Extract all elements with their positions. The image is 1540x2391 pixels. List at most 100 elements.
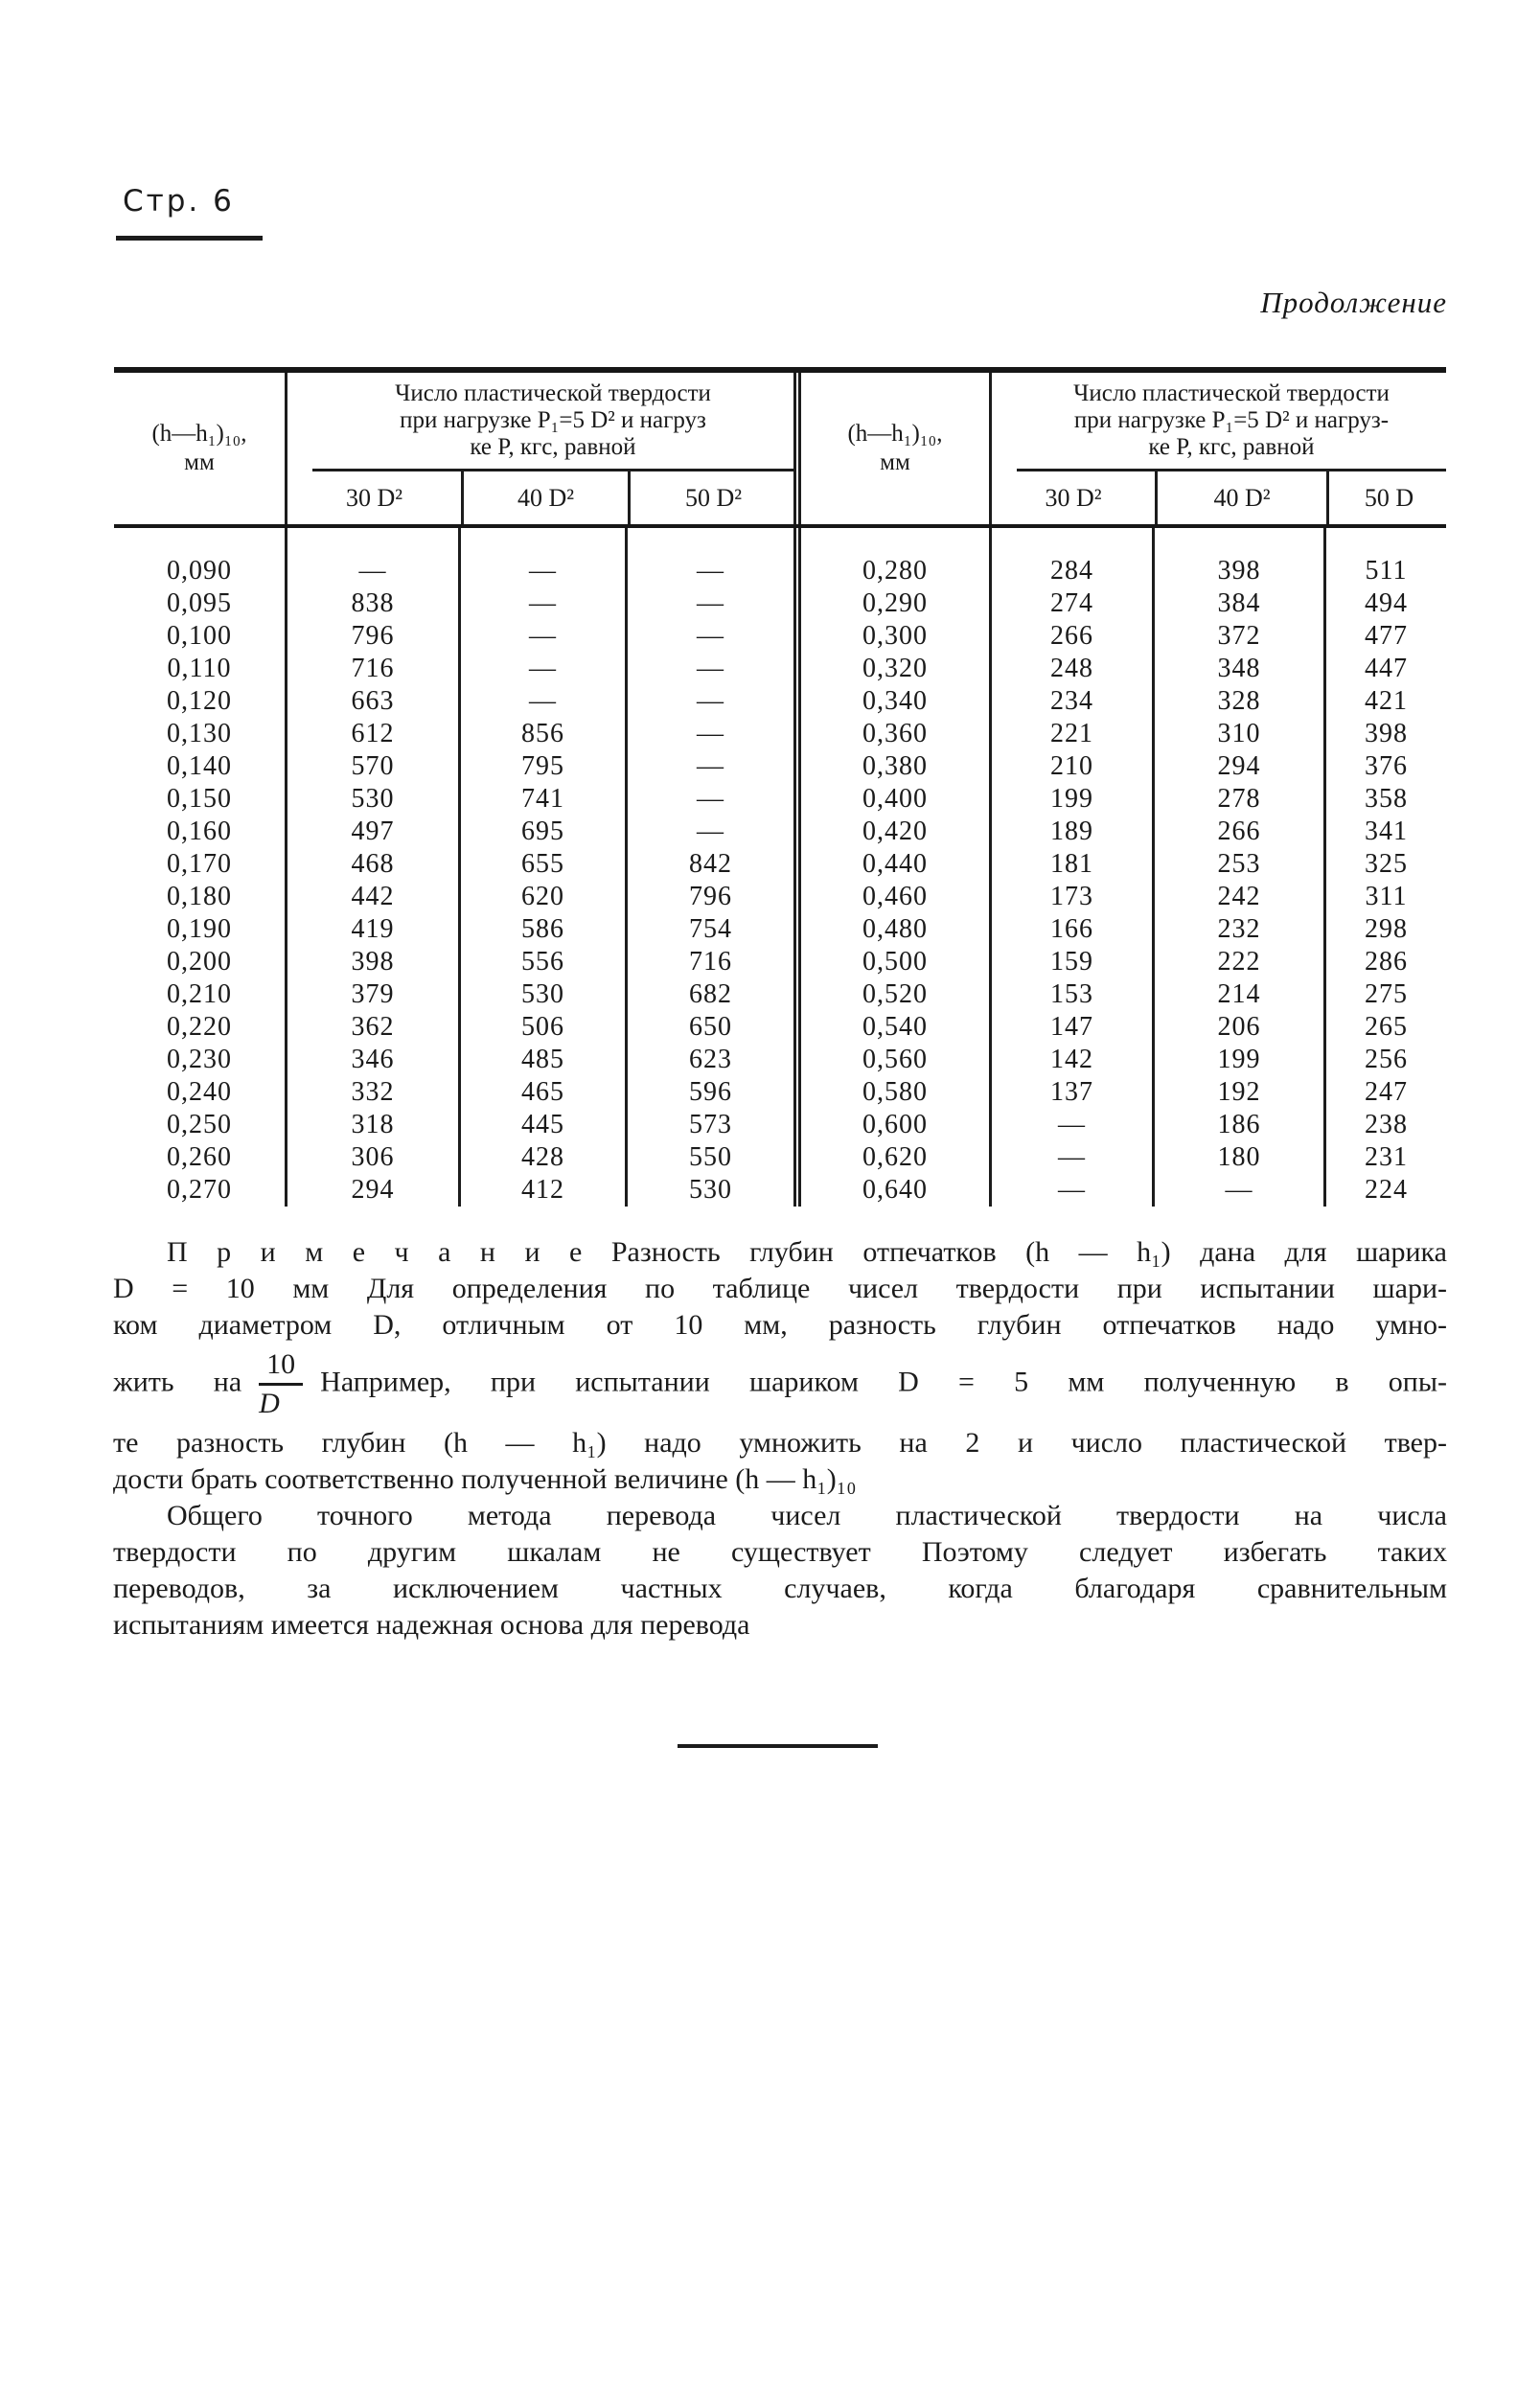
subcol-label: 30 D² bbox=[345, 483, 403, 512]
row-header-line2: мм bbox=[880, 449, 910, 475]
subcol-label: 50 D bbox=[1326, 471, 1449, 524]
table-cell: 0,090 bbox=[167, 556, 232, 586]
table-cell: 741 bbox=[458, 783, 625, 816]
fraction-denominator: D bbox=[259, 1388, 280, 1419]
table-row: 0,160 497 695—0,420 189 266 341 bbox=[114, 816, 1446, 848]
row-header-line1: (h—h₁)₁₀, bbox=[847, 421, 943, 447]
table-cell: 294 bbox=[285, 1174, 458, 1207]
table-cell: 0,190 bbox=[167, 914, 232, 944]
subcolumn-row-right: 30 D² 40 D² 50 D bbox=[992, 471, 1446, 524]
table-cell: 716 bbox=[285, 653, 458, 685]
note-text: ком диаметром D, отличным от 10 мм, разн… bbox=[113, 1309, 1447, 1341]
table-cell: 0,150 bbox=[167, 784, 232, 814]
table-cell: 856 bbox=[458, 718, 625, 750]
table-cell: 447 bbox=[1323, 653, 1446, 685]
table-cell: 468 bbox=[285, 848, 458, 881]
table-cell: 159 bbox=[989, 946, 1152, 978]
table-cell: 0,500 bbox=[793, 946, 989, 978]
table-cell: 253 bbox=[1152, 848, 1323, 881]
table-cell: 445 bbox=[458, 1109, 625, 1141]
table-cell: 0,160 bbox=[167, 816, 232, 846]
table-cell: 341 bbox=[1323, 816, 1446, 848]
table-cell: 0,210 bbox=[167, 979, 232, 1009]
table-cell: 0,520 bbox=[793, 978, 989, 1011]
table-row: 0,210 379 530 682 0,520 153 214 275 bbox=[114, 978, 1446, 1011]
table-cell: 655 bbox=[458, 848, 625, 881]
table-cell: 623 bbox=[625, 1044, 793, 1076]
table-cell: 620 bbox=[458, 881, 625, 913]
table-cell: 596 bbox=[625, 1076, 793, 1109]
table-row: 0,190 419 586 754 0,480 166 232 298 bbox=[114, 913, 1446, 946]
table-cell: 266 bbox=[989, 620, 1152, 653]
table-cell: 838 bbox=[285, 587, 458, 620]
table-cell: 137 bbox=[989, 1076, 1152, 1109]
note-text: те разность глубин (h — h₁) надо умножит… bbox=[113, 1427, 1447, 1459]
table-cell: 192 bbox=[1152, 1076, 1323, 1109]
table-cell: 332 bbox=[285, 1076, 458, 1109]
table-cell: 0,250 bbox=[167, 1110, 232, 1139]
table-row: 0,140 570 795—0,380 210 294 376 bbox=[114, 750, 1446, 783]
table-cell: 695 bbox=[458, 816, 625, 848]
group-title-line: ке P, кгс, равной bbox=[470, 434, 636, 460]
table-cell: 477 bbox=[1323, 620, 1446, 653]
note-text: испытаниям имеется надежная основа для п… bbox=[113, 1609, 750, 1641]
table-cell: 796 bbox=[285, 620, 458, 653]
table-row: 0,090— — —0,280 284 398 511 bbox=[114, 528, 1446, 587]
table-row: 0,095 838— —0,290 274 384 494 bbox=[114, 587, 1446, 620]
table-cell: 173 bbox=[989, 881, 1152, 913]
table-cell: 348 bbox=[1152, 653, 1323, 685]
table-cell: 0,380 bbox=[793, 750, 989, 783]
table-cell: 180 bbox=[1152, 1141, 1323, 1174]
table-cell: 142 bbox=[989, 1044, 1152, 1076]
table-cell: 294 bbox=[1152, 750, 1323, 783]
table-cell: 506 bbox=[458, 1011, 625, 1044]
table-cell: — bbox=[625, 783, 793, 816]
table-cell: 231 bbox=[1323, 1141, 1446, 1174]
table-cell: 266 bbox=[1152, 816, 1323, 848]
table-cell: 0,110 bbox=[167, 654, 232, 683]
table-row: 0,260 306 428 550 0,620—180 231 bbox=[114, 1141, 1446, 1174]
table-cell: 186 bbox=[1152, 1109, 1323, 1141]
table-cell: 222 bbox=[1152, 946, 1323, 978]
subcol-label: 50 D² bbox=[628, 471, 796, 524]
table-row: 0,100 796— —0,300 266 372 477 bbox=[114, 620, 1446, 653]
table-cell: — bbox=[625, 816, 793, 848]
table-cell: 206 bbox=[1152, 1011, 1323, 1044]
table-cell: 419 bbox=[285, 913, 458, 946]
table-cell: 0,600 bbox=[793, 1109, 989, 1141]
table-cell: 199 bbox=[989, 783, 1152, 816]
table-cell: 238 bbox=[1323, 1109, 1446, 1141]
table-cell: 214 bbox=[1152, 978, 1323, 1011]
table-cell: 0,280 bbox=[793, 528, 989, 587]
table-row: 0,240 332 465 596 0,580 137 192 247 bbox=[114, 1076, 1446, 1109]
table-cell: 795 bbox=[458, 750, 625, 783]
table-cell: 284 bbox=[989, 528, 1152, 587]
table-cell: 0,540 bbox=[793, 1011, 989, 1044]
row-header-cell-right: (h—h₁)₁₀, мм bbox=[793, 373, 989, 524]
table-row: 0,220 362 506 650 0,540 147 206 265 bbox=[114, 1011, 1446, 1044]
table-cell: 0,290 bbox=[793, 587, 989, 620]
hardness-table: (h—h₁)₁₀, мм Число пластической твердост… bbox=[114, 367, 1446, 1207]
table-cell: — bbox=[625, 528, 793, 587]
table-cell: 663 bbox=[285, 685, 458, 718]
table-cell: — bbox=[625, 750, 793, 783]
table-cell: 384 bbox=[1152, 587, 1323, 620]
note-paragraph: П р и м е ч а н и е Разность глубин отпе… bbox=[113, 1234, 1447, 1644]
subcol-label: 30 D² bbox=[1045, 483, 1102, 512]
table-cell: 247 bbox=[1323, 1076, 1446, 1109]
table-row: 0,150 530 741—0,400 199 278 358 bbox=[114, 783, 1446, 816]
group-title-right: Число пластической твердости при нагрузк… bbox=[1017, 373, 1446, 471]
table-cell: 318 bbox=[285, 1109, 458, 1141]
table-cell: 328 bbox=[1152, 685, 1323, 718]
note-line-with-fraction: жить на 10 D Например, при испытании шарико… bbox=[113, 1344, 1447, 1425]
row-header-cell-left: (h—h₁)₁₀, мм bbox=[114, 373, 285, 524]
table-cell: — bbox=[458, 685, 625, 718]
note-line: D = 10 мм Для определения по таблице чис… bbox=[113, 1271, 1447, 1307]
table-cell: 248 bbox=[989, 653, 1152, 685]
group-title-line: при нагрузке P₁=5 D² и нагруз- bbox=[1073, 407, 1390, 433]
table-header: (h—h₁)₁₀, мм Число пластической твердост… bbox=[114, 373, 1446, 528]
table-cell: 311 bbox=[1323, 881, 1446, 913]
table-cell: 556 bbox=[458, 946, 625, 978]
table-cell: 275 bbox=[1323, 978, 1446, 1011]
table-cell: 754 bbox=[625, 913, 793, 946]
